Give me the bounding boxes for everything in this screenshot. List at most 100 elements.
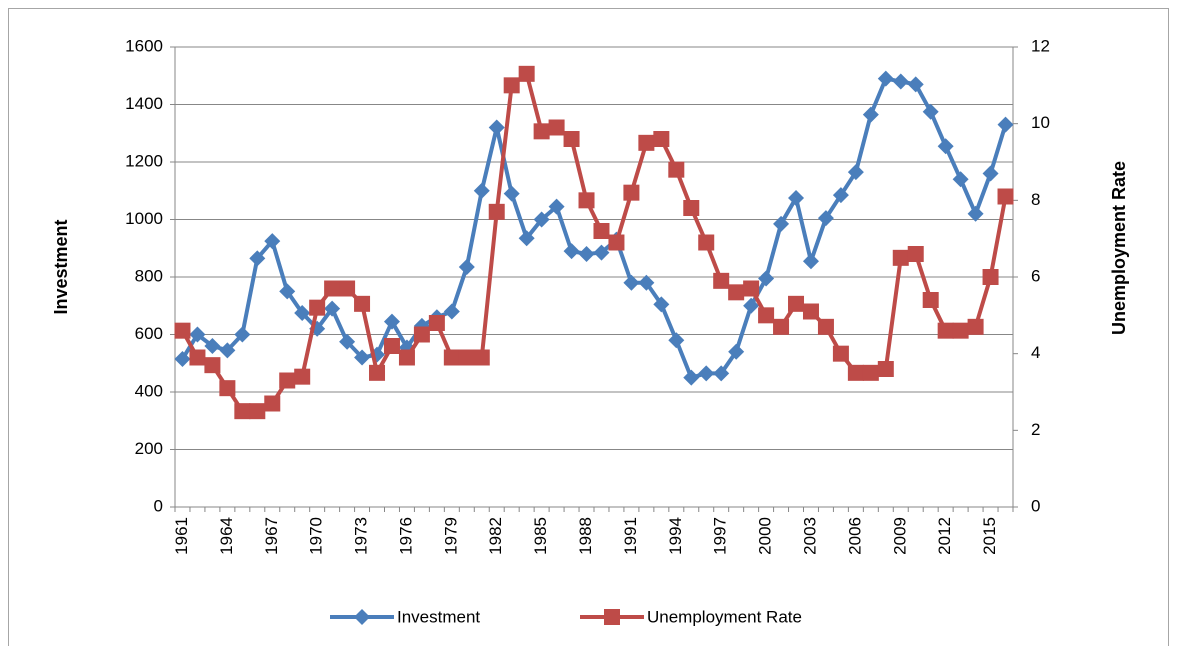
data-point xyxy=(443,303,460,320)
data-point xyxy=(802,303,819,320)
data-point xyxy=(264,395,281,412)
y-tick-label: 0 xyxy=(154,496,163,515)
data-point xyxy=(817,318,834,335)
data-point xyxy=(623,184,640,201)
data-point xyxy=(952,171,969,188)
x-tick-label: 2003 xyxy=(800,517,819,555)
data-point xyxy=(189,326,206,343)
data-point xyxy=(458,258,475,275)
data-point xyxy=(937,138,954,155)
x-tick-label: 1988 xyxy=(576,517,595,555)
data-point xyxy=(907,76,924,93)
x-tick-label: 1961 xyxy=(172,517,191,555)
data-point xyxy=(473,349,490,366)
data-point xyxy=(698,234,715,251)
data-point xyxy=(533,123,550,140)
y2-axis-label: Unemployment Rate xyxy=(1109,161,1129,335)
data-point xyxy=(324,300,341,317)
data-point xyxy=(339,280,356,297)
data-point xyxy=(219,380,236,397)
data-point xyxy=(578,192,595,209)
data-point xyxy=(788,295,805,312)
data-point xyxy=(728,284,745,301)
data-point xyxy=(847,364,864,381)
data-point xyxy=(892,249,909,266)
data-point xyxy=(907,246,924,262)
x-tick-label: 2006 xyxy=(845,517,864,555)
data-point xyxy=(683,200,700,216)
data-point xyxy=(189,349,206,366)
x-tick-label: 2012 xyxy=(935,517,954,555)
data-point xyxy=(832,345,849,362)
data-point xyxy=(428,315,445,331)
x-tick-label: 1985 xyxy=(531,517,550,555)
data-point xyxy=(862,364,879,381)
data-point xyxy=(982,165,999,182)
data-point xyxy=(847,164,864,181)
data-point xyxy=(713,365,730,382)
data-point xyxy=(653,131,670,147)
data-point xyxy=(369,364,386,381)
data-point xyxy=(668,332,685,349)
data-point xyxy=(488,119,505,136)
y-tick-label: 1200 xyxy=(125,151,163,170)
x-tick-label: 1970 xyxy=(307,517,326,555)
data-point xyxy=(234,403,251,420)
data-point xyxy=(279,283,296,300)
data-point xyxy=(862,106,879,123)
y2-tick-label: 4 xyxy=(1031,343,1040,362)
data-point xyxy=(174,322,191,339)
data-point xyxy=(294,304,311,321)
data-point xyxy=(997,188,1014,205)
data-point xyxy=(922,292,939,308)
data-point xyxy=(503,185,520,202)
x-tick-label: 1967 xyxy=(262,517,281,555)
data-point xyxy=(518,230,535,247)
data-point xyxy=(548,119,565,136)
data-point xyxy=(788,189,805,206)
data-point xyxy=(832,187,849,204)
data-point xyxy=(623,274,640,291)
x-tick-label: 2000 xyxy=(756,517,775,555)
data-point xyxy=(563,243,580,260)
data-point xyxy=(758,307,775,324)
data-point xyxy=(204,357,221,374)
y2-tick-label: 12 xyxy=(1031,36,1050,55)
x-tick-label: 1991 xyxy=(621,517,640,555)
data-point xyxy=(877,70,894,87)
data-point xyxy=(309,299,326,316)
x-tick-label: 2015 xyxy=(980,517,999,555)
data-point xyxy=(728,343,745,360)
data-point xyxy=(518,65,535,82)
y-tick-label: 600 xyxy=(135,324,163,343)
y-tick-label: 200 xyxy=(135,439,163,458)
data-point xyxy=(563,131,580,147)
legend-marker xyxy=(354,609,370,625)
data-point xyxy=(279,372,296,389)
legend-label: Investment xyxy=(397,607,480,626)
data-point xyxy=(743,297,760,314)
y-tick-label: 800 xyxy=(135,266,163,285)
data-point xyxy=(593,223,610,239)
data-point xyxy=(608,234,625,251)
data-point xyxy=(503,77,520,94)
y-tick-label: 1400 xyxy=(125,94,163,113)
chart-border xyxy=(8,8,1169,646)
data-point xyxy=(967,318,984,335)
data-point xyxy=(383,338,400,354)
data-point xyxy=(174,350,191,367)
data-point xyxy=(773,215,790,232)
x-tick-label: 1982 xyxy=(486,517,505,555)
y-tick-label: 400 xyxy=(135,381,163,400)
data-point xyxy=(458,349,475,366)
data-point xyxy=(578,246,595,262)
data-point xyxy=(997,116,1014,133)
data-point xyxy=(488,203,505,220)
data-point xyxy=(443,349,460,366)
x-tick-label: 1979 xyxy=(441,517,460,555)
data-point xyxy=(758,270,775,287)
data-point xyxy=(683,369,700,386)
data-point xyxy=(593,244,610,261)
data-point xyxy=(773,318,790,335)
